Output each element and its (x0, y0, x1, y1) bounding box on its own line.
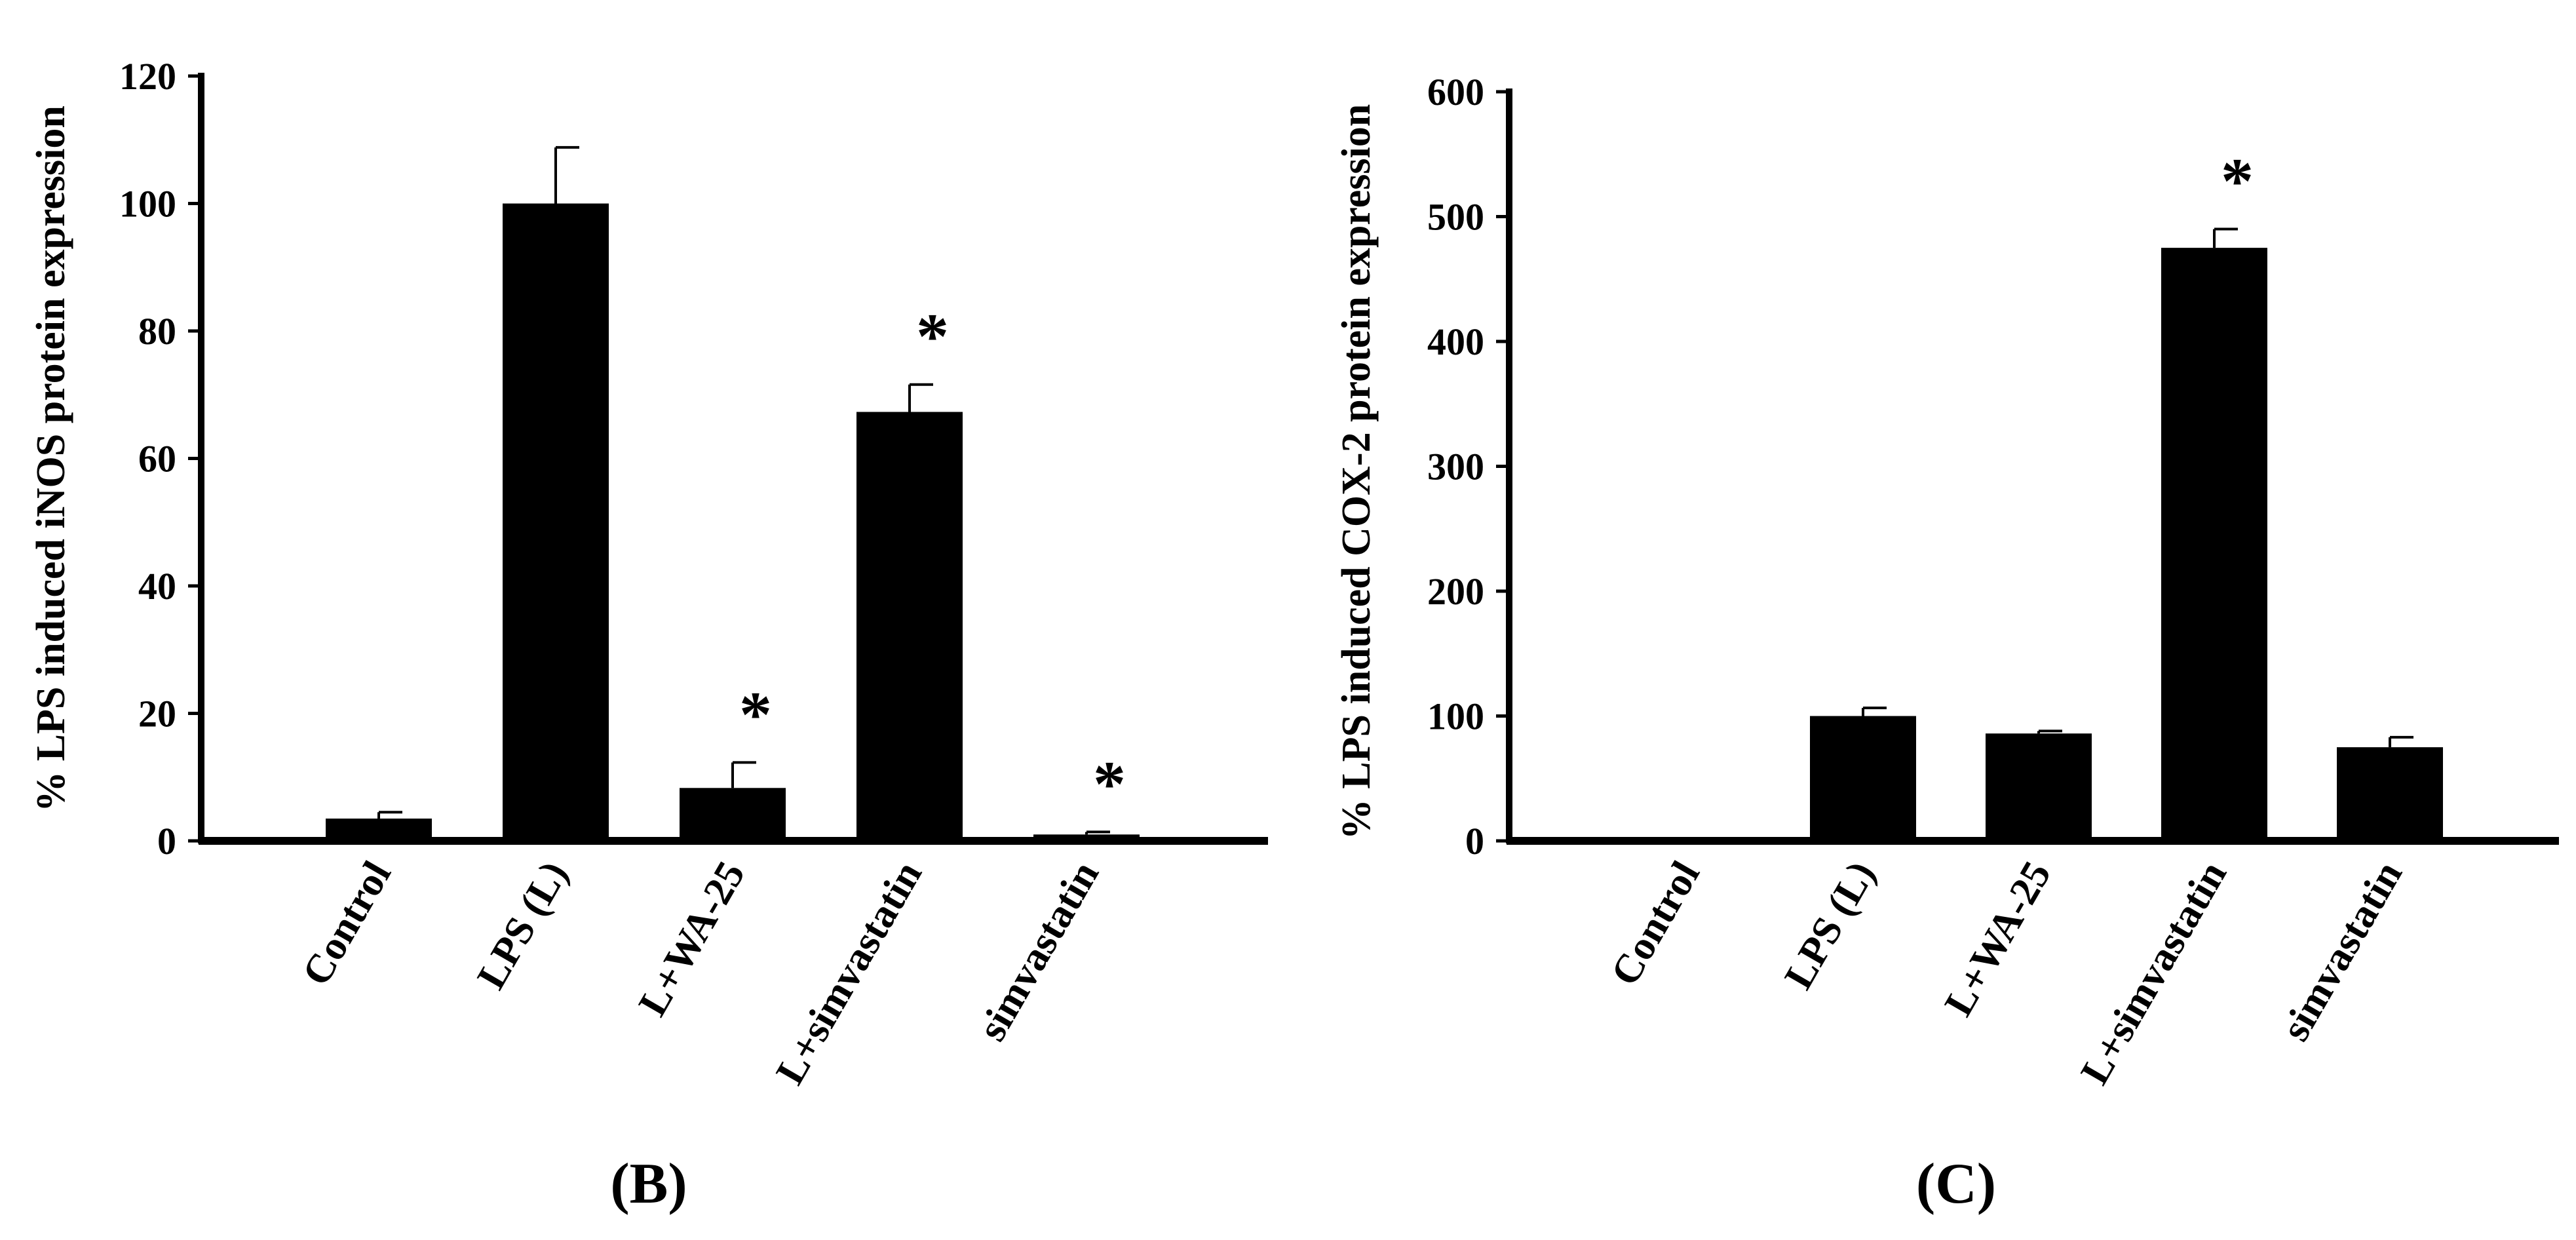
y-tick-label-0: 0 (157, 820, 176, 862)
y-tick-label-1: 20 (138, 693, 176, 735)
category-label-5: simvastatin (2273, 854, 2411, 1049)
bar-5 (2337, 747, 2443, 841)
category-label-4: L+simvastatin (2072, 854, 2235, 1092)
category-label-1: Control (294, 854, 400, 993)
category-label-3: L+WA-25 (1936, 854, 2060, 1024)
significance-marker-4: * (916, 300, 949, 373)
bar-3 (680, 788, 786, 841)
bar-2 (503, 203, 609, 841)
chart-c: Control LPS (L) L+WA-25 * L+simvastatin simva… (1334, 71, 2559, 1216)
category-label-4: L+simvastatin (767, 854, 931, 1092)
y-tick-label-3: 300 (1427, 446, 1484, 488)
panel-label: (B) (610, 1152, 687, 1216)
y-tick-label-5: 500 (1427, 196, 1484, 239)
significance-marker-3: * (739, 678, 772, 750)
y-axis-label: % LPS induced COX-2 protein expression (1334, 104, 1379, 840)
y-tick-label-6: 600 (1427, 71, 1484, 113)
y-tick-label-1: 100 (1427, 695, 1484, 738)
category-label-2: LPS (L) (1776, 854, 1884, 996)
bar-3 (1986, 733, 2092, 841)
panel-label: (C) (1916, 1152, 1996, 1216)
y-axis-label: % LPS induced iNOS protein expression (29, 106, 73, 812)
y-tick-label-0: 0 (1465, 820, 1484, 862)
y-tick-label-4: 80 (138, 310, 176, 353)
category-label-1: Control (1602, 854, 1708, 993)
bar-2 (1810, 716, 1916, 841)
category-label-5: simvastatin (970, 854, 1107, 1049)
category-label-3: L+WA-25 (630, 854, 754, 1024)
bar-4 (856, 412, 963, 841)
significance-marker-4: * (2221, 145, 2254, 218)
y-tick-label-4: 400 (1427, 320, 1484, 363)
y-tick-label-5: 100 (119, 183, 176, 225)
y-tick-label-2: 40 (138, 565, 176, 608)
chart-b: Control LPS (L) * L+WA-25 * L+simvastatin * sim… (29, 55, 1268, 1216)
y-tick-label-2: 200 (1427, 570, 1484, 613)
category-label-2: LPS (L) (469, 854, 577, 996)
significance-marker-5: * (1093, 747, 1126, 820)
y-tick-label-6: 120 (119, 55, 176, 98)
y-tick-label-3: 60 (138, 438, 176, 480)
bar-4 (2161, 248, 2267, 841)
